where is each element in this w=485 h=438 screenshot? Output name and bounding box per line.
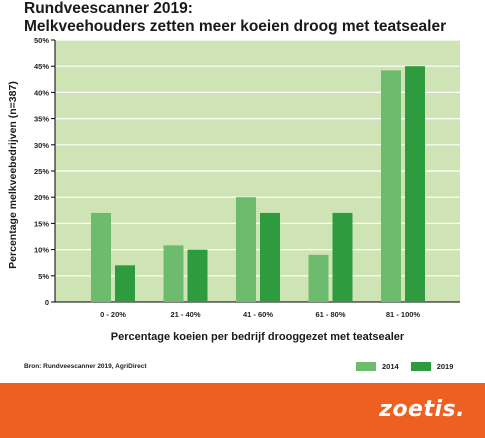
y-tick-label: 50% <box>34 36 49 45</box>
bar-2019 <box>405 66 425 302</box>
bar-2014 <box>308 254 329 302</box>
y-tick-label: 5% <box>38 272 49 281</box>
y-tick-label: 10% <box>34 246 49 255</box>
bar-2014 <box>381 70 401 302</box>
y-tick-label: 40% <box>34 88 49 97</box>
legend-item-2019: 2019 <box>410 362 454 371</box>
x-tick-label: 41 - 60% <box>243 310 273 319</box>
bar-2019 <box>115 265 135 302</box>
bar-2014 <box>236 197 256 302</box>
y-tick-label: 30% <box>34 141 49 150</box>
legend-label-2019: 2019 <box>436 362 454 371</box>
legend-label-2014: 2014 <box>382 362 399 371</box>
bar-2019 <box>332 212 353 302</box>
legend-swatch-2019 <box>410 362 431 371</box>
legend-item-2014: 2014 <box>356 362 399 371</box>
y-tick-label: 35% <box>34 115 49 124</box>
bar-2019 <box>187 249 208 302</box>
bar-2019 <box>260 212 280 302</box>
x-axis-label: Percentage koeien per bedrijf drooggezet… <box>110 331 405 343</box>
y-tick-label: 45% <box>34 62 49 71</box>
chart-title: Rundveescanner 2019: Melkveehouders zett… <box>24 0 479 36</box>
zoetis-logo: zoetis. <box>379 397 465 422</box>
title-line-2: Melkveehouders zetten meer koeien droog … <box>24 18 447 35</box>
source-note: Bron: Rundveescanner 2019, AgriDirect <box>24 363 147 370</box>
y-axis-label: Percentage melkveebedrijven (n=387) <box>7 81 19 269</box>
x-tick-label: 81 - 100% <box>386 310 421 319</box>
x-tick-label: 61 - 80% <box>315 310 345 319</box>
y-tick-label: 25% <box>34 167 49 176</box>
legend: 2014 2019 <box>356 362 465 371</box>
x-tick-label: 0 - 20% <box>100 310 126 319</box>
bar-chart: 0 5% 10% 15% 20% 25% 30% 35% 40% 45% 50% 0 - 20% 21 … <box>34 36 460 319</box>
x-tick-label: 21 - 40% <box>170 310 200 319</box>
bar-2014 <box>91 212 111 302</box>
bar-2014 <box>163 245 184 302</box>
footer-band: zoetis. <box>0 383 485 438</box>
y-tick-label: 0 <box>45 298 49 307</box>
title-line-1: Rundveescanner 2019: <box>24 0 193 17</box>
y-tick-label: 20% <box>34 193 49 202</box>
y-tick-label: 15% <box>34 219 49 228</box>
legend-swatch-2014 <box>356 362 376 371</box>
y-axis-label-wrap: Percentage melkveebedrijven (n=387) <box>6 60 20 290</box>
